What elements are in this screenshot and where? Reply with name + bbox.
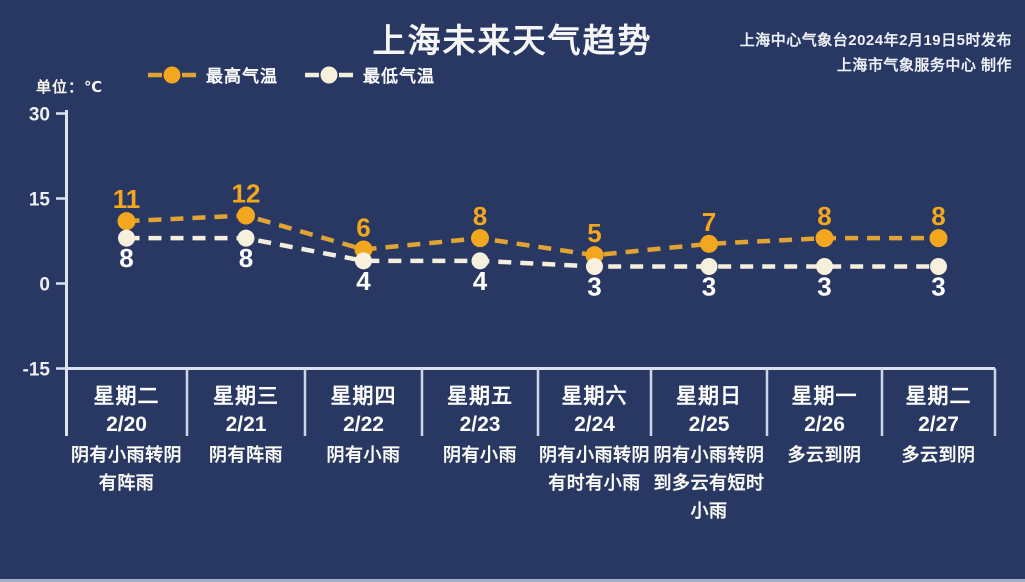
- weather-label: 小雨: [691, 501, 728, 521]
- low-temp-line-icon: [305, 66, 353, 83]
- high-temp-value-label: 8: [817, 201, 831, 231]
- low-temp-point: [355, 252, 372, 270]
- low-temp-value-label: 8: [239, 243, 253, 273]
- high-temp-value-label: 6: [356, 213, 370, 243]
- day-label: 星期二: [94, 385, 160, 408]
- high-temp-point: [471, 229, 489, 248]
- date-label: 2/21: [226, 413, 267, 436]
- date-label: 2/23: [460, 413, 501, 436]
- legend-label-low: 最低气温: [363, 67, 435, 86]
- weather-label: 阴有小雨: [443, 444, 517, 465]
- legend-item-high-temp: 最高气温: [147, 62, 278, 87]
- day-label: 星期五: [447, 385, 513, 408]
- date-label: 2/22: [343, 413, 384, 436]
- chart-legend: 最高气温 最低气温: [147, 62, 435, 87]
- y-tick-label: -15: [23, 360, 51, 381]
- publisher-info: 上海中心气象台2024年2月19日5时发布 上海市气象服务中心 制作: [740, 28, 1012, 78]
- weather-label: 阴有小雨转阴: [654, 444, 765, 465]
- publisher-issued-line: 上海中心气象台2024年2月19日5时发布: [739, 32, 1012, 49]
- high-temp-point: [815, 229, 834, 248]
- weather-label: 阴有阵雨: [209, 444, 283, 465]
- high-temp-line: [126, 213, 939, 258]
- day-label: 星期日: [676, 385, 742, 408]
- low-temp-point: [586, 258, 603, 275]
- high-temp-value-label: 7: [702, 207, 716, 237]
- day-label: 星期六: [562, 385, 628, 408]
- legend-item-low-temp: 最低气温: [304, 62, 435, 87]
- weather-label: 到多云有短时: [654, 472, 765, 493]
- high-temp-value-label: 8: [473, 201, 487, 231]
- low-temp-value-label: 3: [931, 272, 945, 302]
- page-title: 上海未来天气趋势: [372, 22, 653, 59]
- low-temp-value-label: 3: [702, 272, 716, 302]
- low-temp-point: [118, 229, 135, 247]
- weather-label: 阴有小雨转阴: [539, 444, 650, 465]
- legend-label-high: 最高气温: [206, 67, 278, 86]
- weather-label: 有阵雨: [99, 472, 155, 493]
- low-temp-line: [126, 235, 939, 269]
- date-label: 2/20: [106, 413, 147, 436]
- high-temp-point: [929, 229, 948, 248]
- date-label: 2/26: [804, 413, 845, 436]
- day-label: 星期一: [792, 385, 858, 408]
- day-label: 星期三: [213, 385, 279, 408]
- y-tick-label: 15: [29, 190, 51, 211]
- unit-label: 单位：℃: [36, 79, 104, 96]
- bottom-edge-line: [0, 579, 1025, 582]
- high-temp-value-label: 11: [113, 184, 141, 214]
- low-temp-point: [816, 258, 833, 275]
- weather-label: 多云到阴: [788, 444, 862, 465]
- weather-label: 阴有小雨转阴: [71, 444, 182, 465]
- low-temp-value-label: 3: [817, 272, 831, 302]
- weather-label: 有时有小雨: [548, 472, 641, 493]
- day-label: 星期二: [906, 385, 972, 408]
- low-temp-value-label: 4: [356, 266, 371, 296]
- low-temp-value-label: 4: [473, 266, 488, 296]
- low-temp-point: [700, 258, 718, 275]
- high-temp-point: [117, 212, 136, 231]
- low-temp-value-label: 8: [119, 243, 133, 273]
- low-temp-point: [471, 252, 489, 270]
- high-temp-point: [700, 234, 718, 253]
- date-label: 2/25: [689, 413, 730, 436]
- high-temp-line-icon: [148, 66, 196, 83]
- low-temp-value-label: 3: [587, 272, 601, 302]
- weather-label: 阴有小雨: [327, 444, 401, 465]
- high-temp-point: [237, 206, 255, 225]
- low-temp-point: [930, 258, 947, 275]
- date-label: 2/24: [574, 413, 615, 436]
- y-tick-label: 30: [29, 105, 50, 126]
- high-temp-value-label: 8: [931, 201, 945, 231]
- date-label: 2/27: [918, 413, 959, 436]
- day-label: 星期四: [331, 385, 397, 408]
- publisher-produced-line: 上海市气象服务中心 制作: [836, 57, 1012, 74]
- weather-label: 多云到阴: [902, 444, 976, 465]
- y-tick-label: 0: [39, 275, 50, 296]
- high-temp-value-label: 12: [232, 179, 261, 209]
- low-temp-point: [237, 229, 255, 247]
- high-temp-value-label: 5: [587, 218, 601, 248]
